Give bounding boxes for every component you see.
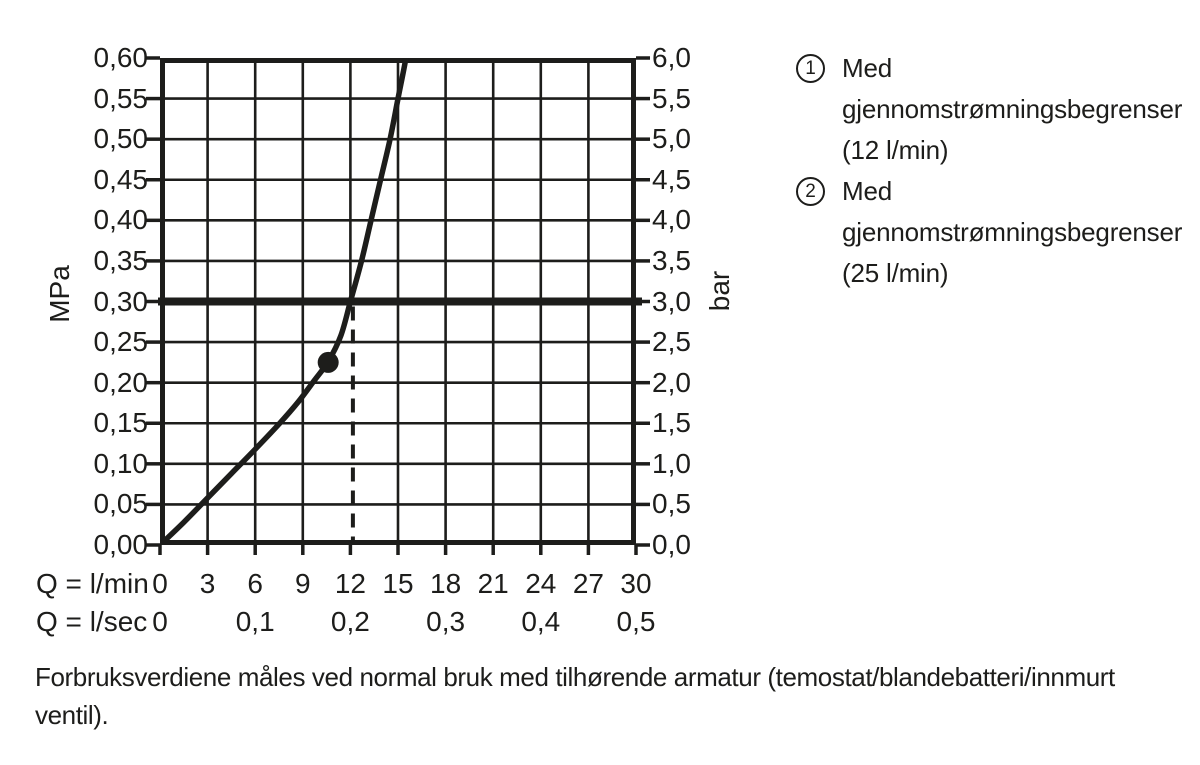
y-right-tick-label: 0,5	[652, 488, 691, 520]
x-lmin-tick-label: 24	[525, 568, 557, 599]
y-right-tick-label: 1,5	[652, 407, 691, 439]
footnote-text: Forbruksverdiene måles ved normal bruk m…	[35, 662, 1115, 730]
legend-item-2-number: 2	[805, 180, 816, 202]
x-lmin-tick-label: 3	[199, 568, 216, 599]
legend-item-1-text: Med gjennomstrømningsbegrenser (12 l/min…	[842, 53, 1183, 165]
legend-item-1: 1 Med gjennomstrømningsbegrenser (12 l/m…	[796, 48, 1200, 171]
pressure-flow-curve	[160, 58, 409, 545]
legend-item-2: 2 Med gjennomstrømningsbegrenser (25 l/m…	[796, 171, 1200, 294]
y-right-tick-label: 2,0	[652, 366, 691, 398]
y-right-tick-label: 2,5	[652, 326, 691, 358]
x-lmin-tick-label: 12	[334, 568, 366, 599]
y-right-tick-label: 4,0	[652, 204, 691, 236]
x-axis-lmin-label: Q = l/min	[36, 568, 149, 599]
x-lsec-tick-label: 0,3	[426, 606, 466, 637]
axis-ticks	[146, 56, 650, 555]
x-lmin-tick-label: 21	[477, 568, 509, 599]
y-right-tick-label: 1,0	[652, 447, 691, 479]
y-right-tick-label: 4,5	[652, 163, 691, 195]
y-left-tick-label: 0,40	[93, 204, 149, 236]
x-lsec-tick-label: 0,2	[330, 606, 370, 637]
x-lsec-tick-label: 0,1	[235, 606, 275, 637]
y-right-tick-label: 0,0	[652, 529, 691, 560]
x-lmin-tick-label: 27	[572, 568, 604, 599]
x-lsec-tick-label: 0	[152, 606, 168, 637]
y-right-tick-label: 6,0	[652, 42, 691, 73]
x-lmin-tick-label: 18	[430, 568, 462, 599]
y-left-tick-label: 0,35	[93, 244, 149, 276]
y-left-tick-label: 0,55	[93, 82, 149, 114]
y-right-tick-label: 5,5	[652, 82, 691, 114]
y-right-tick-label: 5,0	[652, 123, 691, 155]
legend: 1 Med gjennomstrømningsbegrenser (12 l/m…	[796, 48, 1200, 294]
y-left-tick-label: 0,60	[93, 42, 149, 73]
y-left-tick-label: 0,10	[93, 447, 149, 479]
y-right-tick-label: 3,5	[652, 244, 691, 276]
circled-number-2-icon: 2	[796, 177, 825, 206]
x-lmin-tick-label: 30	[620, 568, 652, 599]
y-left-tick-label: 0,05	[93, 488, 149, 520]
y-left-tick-label: 0,20	[93, 366, 149, 398]
y-left-tick-label: 0,30	[93, 285, 149, 317]
y-left-tick-label: 0,25	[93, 326, 149, 358]
legend-item-2-text: Med gjennomstrømningsbegrenser (25 l/min…	[842, 176, 1183, 288]
x-lmin-tick-label: 9	[295, 568, 311, 599]
y-left-tick-label: 0,45	[93, 163, 149, 195]
y-left-tick-label: 0,15	[93, 407, 149, 439]
x-lsec-tick-label: 0,4	[521, 606, 561, 637]
y-right-tick-label: 3,0	[652, 285, 691, 317]
y-left-tick-label: 0,00	[93, 529, 149, 560]
x-lmin-tick-label: 0	[152, 568, 168, 599]
x-lmin-tick-label: 15	[382, 568, 414, 599]
x-lsec-tick-label: 0,5	[616, 606, 656, 637]
x-lmin-tick-label: 6	[247, 568, 263, 599]
y-axis-right-unit-label: bar	[704, 270, 735, 312]
circled-number-1-icon: 1	[796, 54, 825, 83]
legend-item-1-number: 1	[805, 57, 816, 79]
y-left-tick-label: 0,50	[93, 123, 149, 155]
curve-marker-dot	[317, 351, 339, 373]
y-axis-left-unit-label: MPa	[44, 265, 75, 323]
flow-chart-plot	[146, 56, 650, 555]
x-axis-lsec-label: Q = l/sec	[36, 606, 148, 637]
